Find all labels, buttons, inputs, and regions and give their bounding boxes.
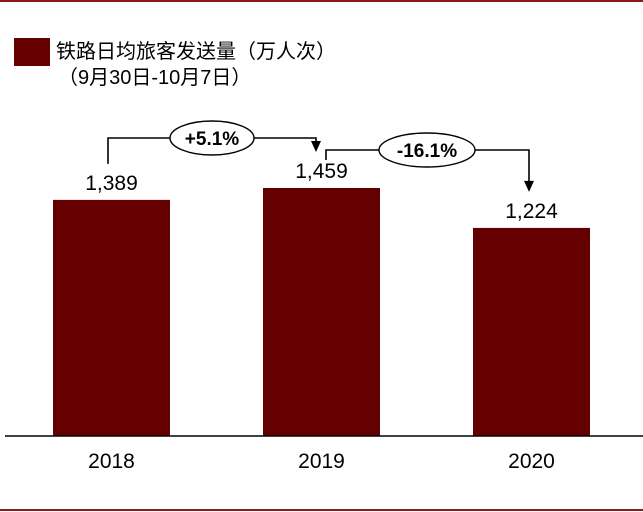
- x-tick-labels-layer: 2018 2019 2020: [88, 450, 555, 473]
- value-label-2019: 1,459: [295, 160, 348, 183]
- x-tick-2020: 2020: [508, 450, 555, 473]
- annotation-label-1: -16.1%: [397, 141, 457, 162]
- legend-label: 铁路日均旅客发送量（万人次）: [56, 40, 336, 63]
- x-tick-2019: 2019: [298, 450, 345, 473]
- bar-2020: [473, 227, 590, 436]
- annotation-label-0: +5.1%: [185, 129, 240, 150]
- legend-sublabel: （9月30日-10月7日）: [58, 66, 251, 89]
- bars-layer: [53, 187, 590, 436]
- value-labels-layer: 1,389 1,459 1,224: [85, 160, 558, 223]
- value-label-2020: 1,224: [505, 200, 558, 223]
- bar-2019: [263, 187, 380, 436]
- annotation-arrow-0: [311, 140, 321, 152]
- x-tick-2018: 2018: [88, 450, 135, 473]
- annotation-bubble-1: [378, 132, 476, 168]
- bar-2018: [53, 199, 170, 436]
- legend-swatch: [14, 38, 50, 66]
- annotation-bubble-0: [169, 120, 255, 156]
- growth-annotations: +5.1% -16.1%: [107, 120, 534, 192]
- annotation-arrow-1: [524, 180, 534, 192]
- value-label-2018: 1,389: [85, 172, 138, 195]
